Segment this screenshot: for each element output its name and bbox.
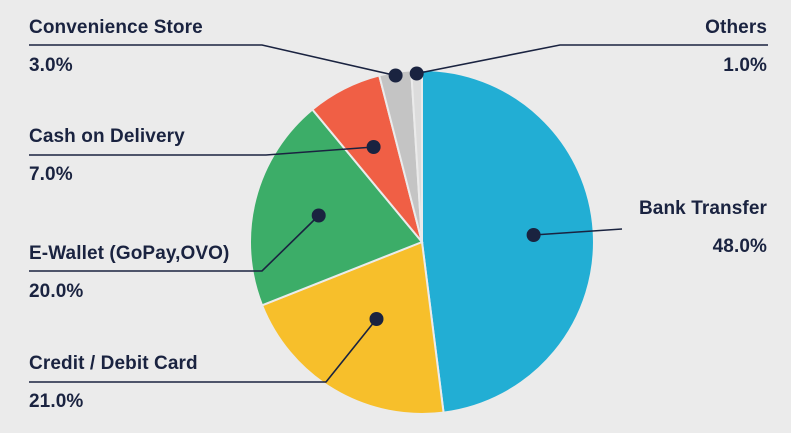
marker-dot-convenience-store	[388, 68, 403, 83]
leader-line-cash-on-delivery	[29, 146, 374, 156]
marker-dot-bank-transfer	[526, 228, 541, 242]
pie-slice-e-wallet	[248, 108, 424, 307]
label-cash-on-delivery-value: 7.0%	[29, 164, 73, 185]
pie-slice-bank-transfer	[421, 68, 595, 414]
label-cash-on-delivery-name: Cash on Delivery	[29, 126, 185, 147]
marker-dot-credit-debit-card	[369, 312, 384, 326]
label-credit-debit-card-value: 21.0%	[29, 391, 84, 412]
leader-line-credit-debit-card	[29, 318, 378, 383]
label-bank-transfer: Bank Transfer 48.0%	[639, 198, 767, 258]
label-others-value: 1.0%	[723, 55, 767, 76]
label-convenience-store-value: 3.0%	[29, 55, 73, 76]
leader-line-bank-transfer	[533, 228, 623, 236]
label-e-wallet-name: E-Wallet (GoPay,OVO)	[29, 243, 230, 264]
marker-dot-others	[409, 66, 424, 81]
label-e-wallet: E-Wallet (GoPay,OVO) 20.0%	[29, 243, 229, 303]
label-credit-debit-card: Credit / Debit Card 21.0%	[29, 353, 198, 413]
label-credit-debit-card-name: Credit / Debit Card	[29, 353, 198, 374]
label-convenience-store: Convenience Store 3.0%	[29, 17, 203, 77]
leader-line-others	[416, 44, 768, 75]
marker-dot-e-wallet	[311, 208, 326, 223]
pie-slice-credit-debit-card	[260, 240, 445, 415]
marker-dot-cash-on-delivery	[366, 140, 381, 154]
label-bank-transfer-value: 48.0%	[712, 236, 767, 257]
label-cash-on-delivery: Cash on Delivery 7.0%	[29, 126, 185, 186]
label-others: Others 1.0%	[705, 17, 767, 77]
label-e-wallet-value: 20.0%	[29, 281, 84, 302]
label-bank-transfer-name: Bank Transfer	[638, 198, 767, 219]
label-convenience-store-name: Convenience Store	[29, 17, 203, 38]
leader-line-e-wallet	[29, 214, 320, 272]
label-others-name: Others	[705, 17, 767, 38]
leader-line-convenience-store	[29, 44, 396, 77]
